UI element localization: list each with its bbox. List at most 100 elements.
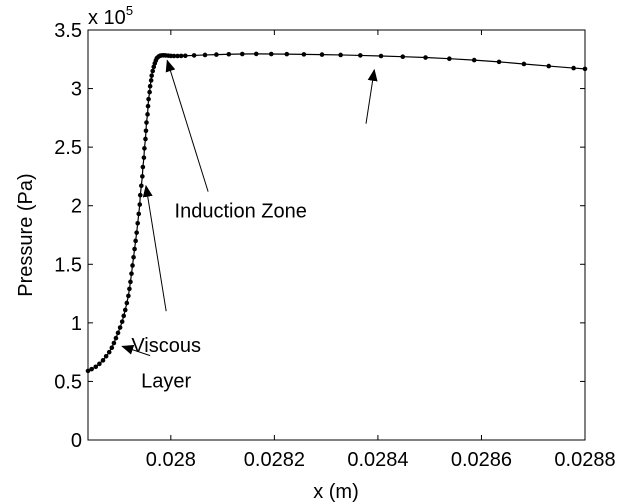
data-point-0-61 [202, 52, 208, 58]
data-point-0-4 [100, 358, 106, 363]
data-point-0-38 [145, 103, 151, 109]
data-point-0-5 [103, 353, 109, 359]
data-point-0-1 [89, 366, 94, 372]
data-point-0-57 [175, 53, 180, 59]
data-point-0-56 [171, 53, 177, 59]
data-point-0-65 [253, 51, 259, 57]
data-point-0-67 [284, 51, 290, 57]
y-tick-label-5: 2.5 [54, 137, 82, 159]
data-point-0-24 [134, 230, 139, 235]
data-point-0-11 [117, 325, 123, 330]
y-multiplier-exponent: 5 [126, 3, 133, 18]
data-point-0-60 [191, 53, 197, 58]
data-point-0-71 [358, 53, 363, 58]
x-tick-label-0: 0.028 [146, 449, 196, 471]
series-line-0 [87, 53, 586, 372]
data-point-0-2 [93, 364, 99, 370]
data-point-0-23 [133, 238, 138, 244]
data-point-0-30 [140, 174, 145, 179]
data-point-0-40 [147, 89, 152, 95]
data-point-0-81 [582, 66, 588, 72]
y-tick-label-7: 3.5 [54, 20, 82, 42]
data-point-0-33 [142, 146, 147, 151]
data-point-0-58 [178, 53, 184, 59]
x-axis-title: x (m) [313, 481, 359, 503]
y-axis-title: Pressure (Pa) [15, 173, 37, 296]
data-point-0-64 [239, 51, 245, 57]
data-point-0-80 [571, 65, 576, 71]
annotation-arrow-0-1 [365, 68, 378, 124]
x-tick-label-3: 0.0286 [451, 449, 512, 471]
data-point-0-32 [141, 155, 147, 160]
data-point-0-22 [132, 246, 137, 252]
data-point-0-45 [151, 64, 157, 70]
data-point-0-29 [139, 183, 144, 189]
data-point-0-16 [126, 293, 131, 299]
series-group [85, 51, 588, 374]
data-point-0-79 [546, 63, 552, 69]
annotation-arrow-0-0 [165, 59, 209, 192]
data-point-0-41 [147, 83, 153, 89]
data-point-0-63 [226, 51, 232, 57]
data-point-0-39 [146, 96, 151, 102]
y-tick-label-2: 1 [71, 313, 82, 335]
x-tick-label-4: 0.0288 [554, 449, 615, 471]
data-point-0-15 [124, 300, 130, 306]
data-point-0-26 [136, 211, 142, 217]
y-tick-label-0: 0 [71, 430, 82, 452]
data-point-0-68 [301, 52, 307, 57]
y-tick-label-1: 0.5 [54, 371, 82, 393]
data-point-0-77 [496, 59, 502, 65]
data-point-0-27 [137, 202, 143, 207]
annotation-label-1: Viscous [131, 335, 201, 357]
data-point-0-74 [423, 55, 428, 60]
y-tick-label-6: 3 [71, 79, 82, 101]
y-tick-label-4: 2 [71, 196, 82, 218]
x-tick-label-2: 0.0284 [347, 449, 408, 471]
data-point-0-35 [143, 128, 149, 134]
data-point-0-70 [338, 52, 343, 58]
data-point-0-21 [131, 254, 136, 260]
data-point-0-19 [129, 271, 134, 276]
data-point-0-28 [137, 192, 143, 198]
data-point-0-7 [109, 345, 115, 350]
x-tick-label-1: 0.0282 [244, 449, 305, 471]
data-point-0-10 [115, 330, 121, 336]
annotation-arrow-1-0 [142, 184, 167, 312]
annotation-arrow-2-0 [121, 345, 151, 357]
data-point-0-9 [113, 335, 119, 341]
data-point-0-72 [378, 53, 384, 59]
data-point-0-69 [319, 52, 325, 57]
data-point-0-44 [150, 68, 156, 74]
data-point-0-25 [135, 220, 140, 226]
plot-frame [87, 29, 586, 441]
data-point-0-14 [122, 307, 128, 313]
data-point-0-17 [127, 286, 132, 292]
data-point-0-3 [97, 361, 102, 367]
data-point-0-73 [400, 54, 406, 60]
y-multiplier-base: x 10 [88, 7, 126, 29]
data-point-0-0 [85, 368, 91, 374]
y-multiplier: x 105 [88, 3, 133, 29]
data-point-0-75 [447, 56, 452, 61]
data-point-0-76 [471, 57, 477, 63]
data-point-0-31 [140, 164, 146, 170]
data-point-0-13 [121, 313, 127, 319]
data-point-0-62 [214, 52, 219, 57]
data-point-0-12 [119, 319, 125, 324]
axis-ticks: 0.028 0.0282 0.0284 0.0286 0.0288 0 0.5 1 1.5 2 2.… [54, 20, 615, 471]
data-point-0-59 [183, 53, 188, 59]
data-point-0-66 [268, 51, 274, 57]
annotations-group: Induction Zone Viscous Layer [121, 59, 378, 392]
annotation-label-0: Induction Zone [175, 200, 307, 222]
data-point-0-18 [128, 279, 133, 285]
data-point-0-42 [148, 78, 154, 83]
data-point-0-37 [145, 112, 150, 117]
data-point-0-20 [130, 263, 135, 268]
data-point-0-43 [149, 73, 154, 78]
data-point-0-8 [111, 340, 117, 346]
data-point-0-34 [143, 136, 148, 142]
data-point-0-6 [106, 349, 112, 355]
data-point-0-36 [144, 120, 149, 125]
